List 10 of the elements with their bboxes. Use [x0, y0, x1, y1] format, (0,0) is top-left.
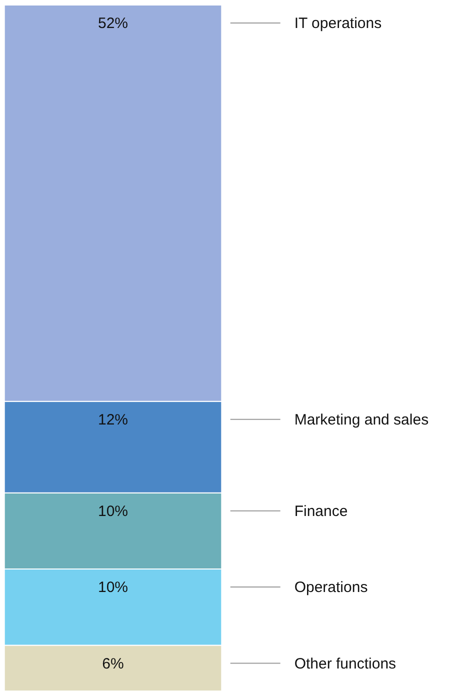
data-label: 12%: [98, 411, 128, 428]
text: Operations: [294, 579, 368, 596]
data-label: 10%: [98, 579, 128, 596]
data-label: 6%: [102, 655, 124, 672]
text: Marketing and sales: [294, 411, 429, 428]
text: IT operations: [294, 15, 382, 32]
text: Finance: [294, 502, 348, 520]
text: Other functions: [294, 655, 396, 672]
data-label: 10%: [98, 502, 128, 520]
data-label: 52%: [98, 15, 128, 32]
